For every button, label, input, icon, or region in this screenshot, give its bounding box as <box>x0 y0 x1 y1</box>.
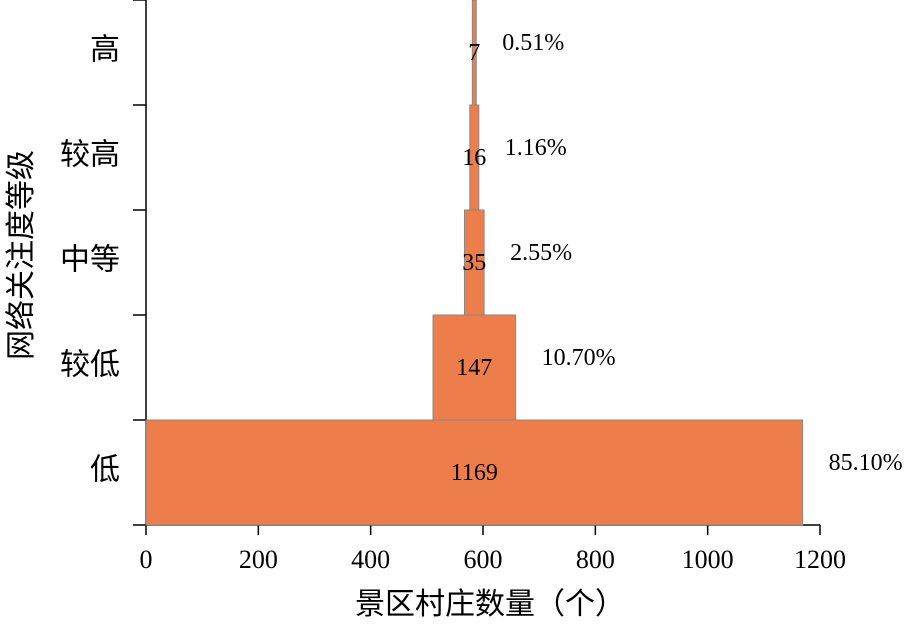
percent-label: 10.70% <box>542 345 616 371</box>
bar <box>145 419 804 526</box>
y-axis-title: 网络关注度等级 <box>5 150 38 360</box>
x-tick-label: 1000 <box>682 545 734 574</box>
percent-label: 85.10% <box>829 450 903 476</box>
x-tick-label: 1200 <box>794 545 846 574</box>
x-tick-label: 400 <box>351 545 390 574</box>
x-tick-label: 800 <box>576 545 615 574</box>
y-tick-label: 高 <box>90 33 120 66</box>
percent-label: 0.51% <box>502 30 564 56</box>
x-axis-title: 景区村庄数量（个） <box>355 588 625 621</box>
percent-label: 1.16% <box>505 135 567 161</box>
x-tick-label: 0 <box>140 545 153 574</box>
bar <box>432 314 517 421</box>
y-tick-label: 较低 <box>60 348 120 381</box>
x-tick-label: 600 <box>464 545 503 574</box>
percent-label: 2.55% <box>510 240 572 266</box>
y-tick-label: 低 <box>90 453 120 486</box>
value-label: 147 <box>456 355 492 381</box>
value-label: 7 <box>468 40 480 66</box>
y-tick-label: 较高 <box>60 138 120 171</box>
value-label: 16 <box>462 145 486 171</box>
y-tick-label: 中等 <box>60 243 120 276</box>
x-tick-label: 200 <box>239 545 278 574</box>
value-label: 1169 <box>451 460 498 486</box>
value-label: 35 <box>462 250 486 276</box>
